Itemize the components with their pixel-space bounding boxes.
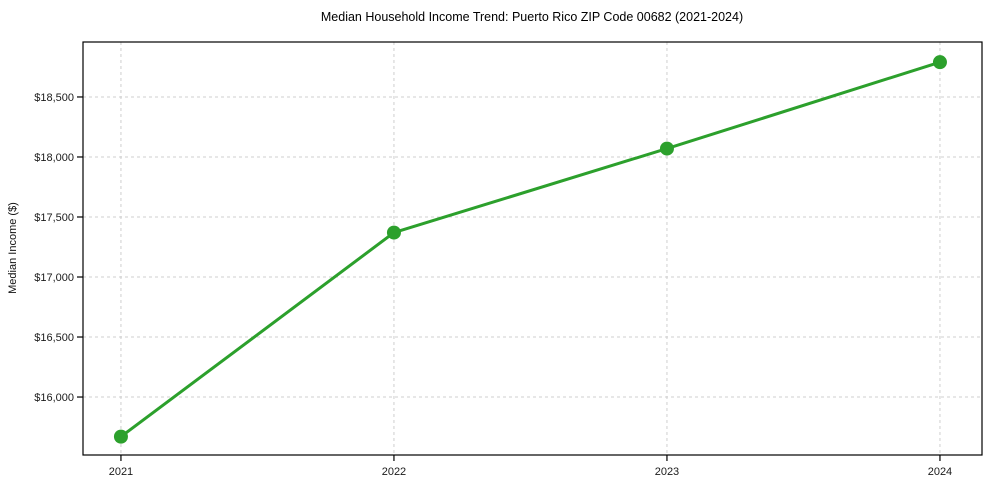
data-point-2024 (932, 55, 947, 70)
axis-ticks: $16,000 $16,500 $17,000 $17,500 $18,000 $18,5… (34, 92, 952, 478)
y-tick-label: $18,000 (34, 152, 74, 164)
chart-title: Median Household Income Trend: Puerto Ri… (321, 10, 743, 24)
data-point-2021 (113, 429, 128, 444)
y-tick-label: $16,000 (34, 392, 74, 404)
x-tick-label: 2023 (655, 466, 679, 478)
x-tick-label: 2021 (109, 466, 133, 478)
y-tick-label: $18,500 (34, 92, 74, 104)
plot-background (83, 42, 982, 455)
y-tick-label: $17,000 (34, 272, 74, 284)
y-tick-label: $17,500 (34, 212, 74, 224)
plot-border (82, 41, 983, 456)
data-point-2023 (659, 141, 674, 156)
y-tick-label: $16,500 (34, 332, 74, 344)
trend-line (119, 60, 942, 439)
y-axis-label: Median Income ($) (7, 202, 19, 294)
x-tick-label: 2022 (382, 466, 406, 478)
income-trend-series (113, 55, 947, 444)
x-tick-label: 2024 (928, 466, 952, 478)
gridlines (83, 42, 982, 455)
data-point-2022 (386, 225, 401, 240)
